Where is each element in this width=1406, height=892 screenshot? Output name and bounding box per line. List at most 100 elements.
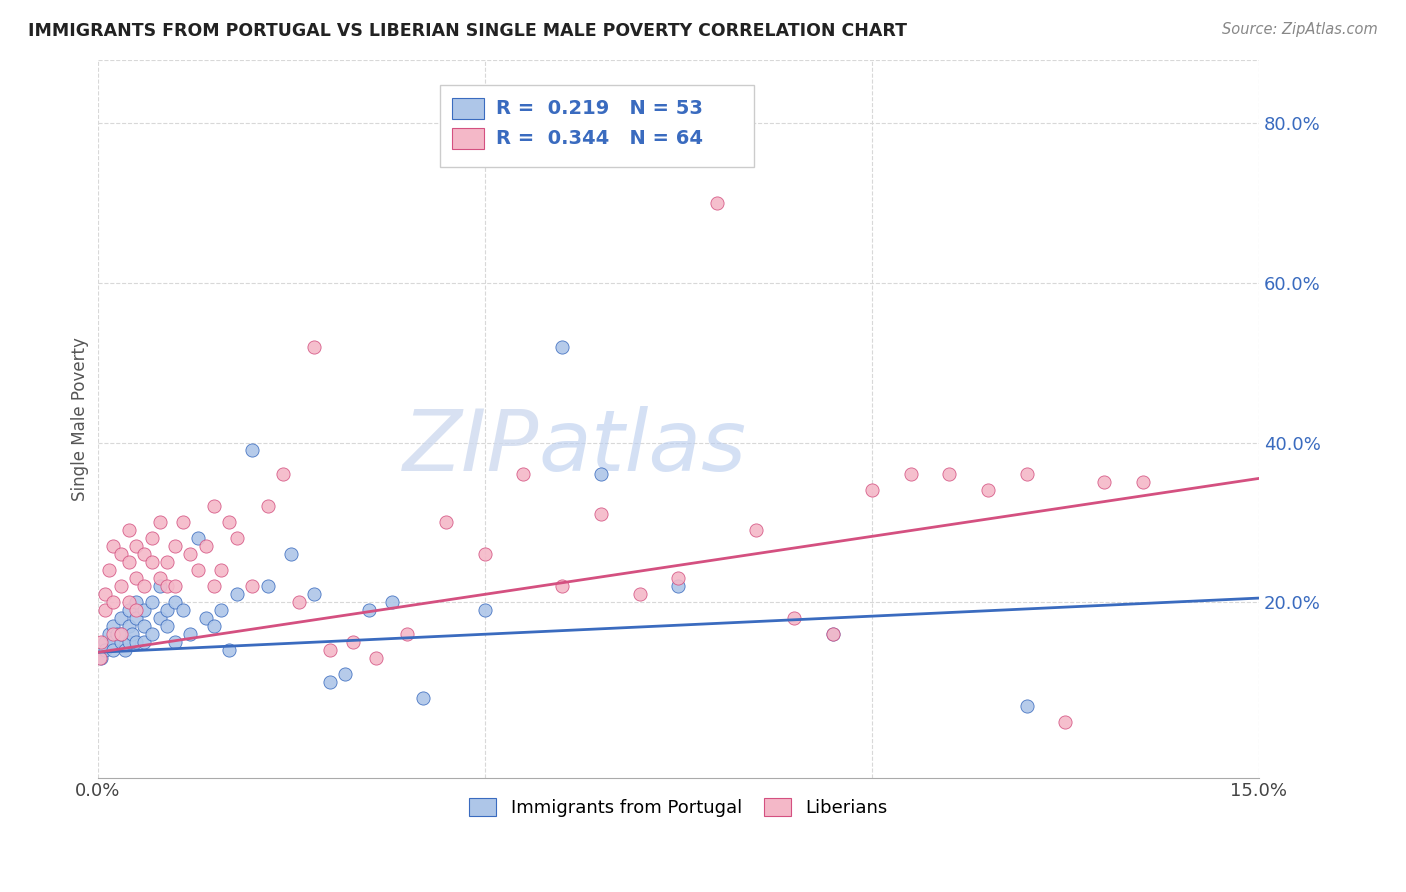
Legend: Immigrants from Portugal, Liberians: Immigrants from Portugal, Liberians <box>460 789 897 826</box>
Point <box>860 483 883 498</box>
Point <box>94 603 117 617</box>
Point <box>226 531 249 545</box>
Point <box>132 579 155 593</box>
Point <box>141 555 163 569</box>
Point <box>202 619 225 633</box>
Point <box>257 579 280 593</box>
Point <box>94 635 117 649</box>
FancyBboxPatch shape <box>440 85 754 168</box>
Point <box>666 571 689 585</box>
Point <box>589 508 612 522</box>
Point <box>1054 714 1077 729</box>
Point <box>342 635 364 649</box>
Point <box>125 603 148 617</box>
Point <box>156 603 179 617</box>
Point <box>744 523 766 537</box>
Point <box>117 635 139 649</box>
Point <box>132 603 155 617</box>
Point <box>1015 698 1038 713</box>
Point <box>125 635 148 649</box>
Point <box>211 563 233 577</box>
Point <box>98 563 121 577</box>
Point <box>125 571 148 585</box>
Text: IMMIGRANTS FROM PORTUGAL VS LIBERIAN SINGLE MALE POVERTY CORRELATION CHART: IMMIGRANTS FROM PORTUGAL VS LIBERIAN SIN… <box>28 22 907 40</box>
Point <box>141 531 163 545</box>
Point <box>589 467 612 482</box>
Point <box>148 571 170 585</box>
Point <box>110 579 132 593</box>
Point <box>335 666 357 681</box>
Point <box>218 516 240 530</box>
Point <box>110 635 132 649</box>
Point <box>148 579 170 593</box>
Text: ZIP: ZIP <box>402 406 538 489</box>
Point <box>117 523 139 537</box>
Text: Source: ZipAtlas.com: Source: ZipAtlas.com <box>1222 22 1378 37</box>
Point <box>304 340 326 354</box>
Point <box>132 547 155 561</box>
Y-axis label: Single Male Poverty: Single Male Poverty <box>72 336 89 500</box>
Point <box>706 196 728 211</box>
Point <box>101 619 124 633</box>
Point <box>474 603 496 617</box>
Point <box>156 619 179 633</box>
Point <box>242 443 264 458</box>
Point <box>163 579 186 593</box>
Point <box>202 500 225 514</box>
Point <box>551 579 574 593</box>
Point <box>900 467 922 482</box>
Point <box>628 587 651 601</box>
Point <box>117 603 139 617</box>
Point <box>148 611 170 625</box>
Point <box>125 539 148 553</box>
Point <box>366 651 388 665</box>
Point <box>110 627 132 641</box>
Point <box>156 579 179 593</box>
Point <box>90 651 112 665</box>
Point <box>156 555 179 569</box>
Text: R =  0.344   N = 64: R = 0.344 N = 64 <box>496 129 703 148</box>
Point <box>512 467 534 482</box>
Bar <box>451 97 484 120</box>
Point <box>273 467 295 482</box>
Point <box>101 627 124 641</box>
Point <box>202 579 225 593</box>
Point <box>94 643 117 657</box>
Point <box>110 627 132 641</box>
Point <box>89 651 111 665</box>
Point <box>187 531 209 545</box>
Point <box>90 635 112 649</box>
Point <box>148 516 170 530</box>
Point <box>179 547 201 561</box>
Point <box>1015 467 1038 482</box>
Point <box>163 539 186 553</box>
Point <box>101 643 124 657</box>
Point <box>141 595 163 609</box>
Point <box>125 595 148 609</box>
Point <box>211 603 233 617</box>
Point <box>121 627 143 641</box>
Text: atlas: atlas <box>538 406 747 489</box>
Point <box>412 690 434 705</box>
Point <box>98 627 121 641</box>
Point <box>474 547 496 561</box>
Point <box>194 539 217 553</box>
Point <box>823 627 845 641</box>
Point <box>117 619 139 633</box>
Point <box>105 627 128 641</box>
Point <box>110 611 132 625</box>
Point <box>179 627 201 641</box>
Point <box>288 595 311 609</box>
Point <box>101 635 124 649</box>
Point <box>132 619 155 633</box>
Point <box>257 500 280 514</box>
Point <box>319 674 342 689</box>
Point <box>132 635 155 649</box>
Point <box>434 516 457 530</box>
Point <box>187 563 209 577</box>
Point <box>172 516 194 530</box>
Point <box>381 595 404 609</box>
Bar <box>451 128 484 149</box>
Point <box>938 467 960 482</box>
Point <box>141 627 163 641</box>
